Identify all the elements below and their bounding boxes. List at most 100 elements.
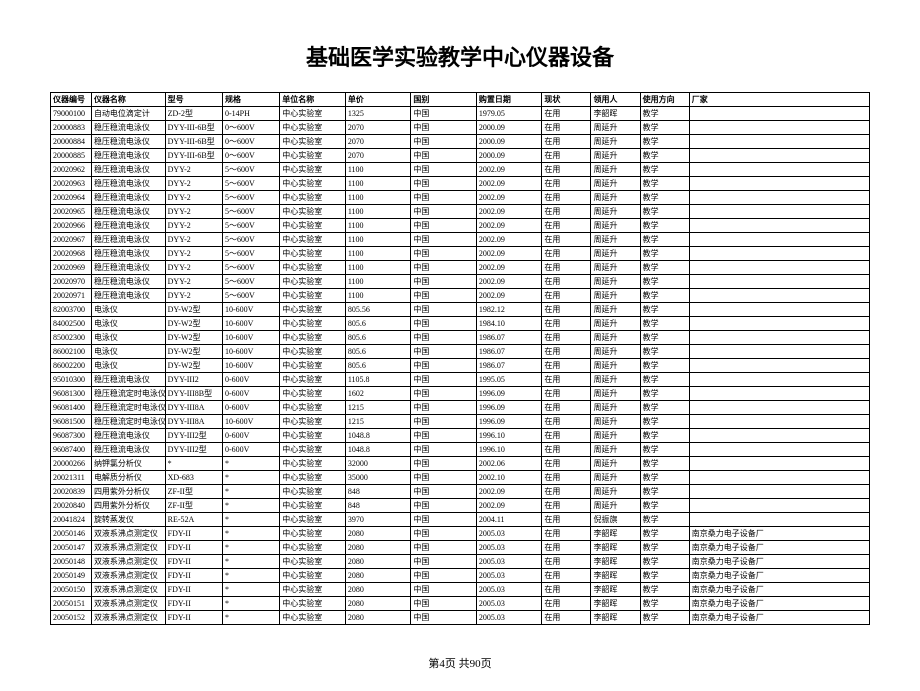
- table-cell: 0～600V: [222, 149, 279, 163]
- table-cell: 教学: [640, 177, 689, 191]
- table-row: 84002500电泳仪DY-W2型10-600V中心实验室805.6中国1984…: [51, 317, 870, 331]
- table-cell: [689, 261, 869, 275]
- table-cell: 2000.09: [476, 121, 542, 135]
- table-cell: 周延升: [591, 485, 640, 499]
- table-cell: 1982.12: [476, 303, 542, 317]
- table-cell: 1984.10: [476, 317, 542, 331]
- table-cell: 805.6: [345, 359, 411, 373]
- table-cell: 1996.10: [476, 443, 542, 457]
- table-cell: 周延升: [591, 373, 640, 387]
- table-cell: 中国: [411, 429, 477, 443]
- table-cell: DYY-III-6B型: [165, 149, 222, 163]
- table-cell: 中国: [411, 107, 477, 121]
- table-row: 96081500稳压稳流定时电泳仪DYY-III8A10-600V中心实验室12…: [51, 415, 870, 429]
- equipment-table: 仪器编号仪器名称型号规格单位名称单价国别购置日期现状领用人使用方向厂家 7900…: [50, 92, 870, 625]
- table-cell: 在用: [542, 233, 591, 247]
- table-cell: FDY-II: [165, 527, 222, 541]
- table-cell: 中心实验室: [280, 177, 346, 191]
- table-row: 96087300稳压稳流电泳仪DYY-III2型0-600V中心实验室1048.…: [51, 429, 870, 443]
- table-cell: 20000884: [51, 135, 92, 149]
- table-cell: 2080: [345, 569, 411, 583]
- table-cell: 在用: [542, 163, 591, 177]
- table-cell: 5～600V: [222, 163, 279, 177]
- table-cell: 南京桑力电子设备厂: [689, 569, 869, 583]
- table-cell: 周延升: [591, 191, 640, 205]
- table-cell: 中心实验室: [280, 513, 346, 527]
- table-cell: 稳压稳流电泳仪: [91, 121, 165, 135]
- table-cell: 电泳仪: [91, 317, 165, 331]
- table-cell: 在用: [542, 597, 591, 611]
- table-cell: 1100: [345, 205, 411, 219]
- table-cell: 85002300: [51, 331, 92, 345]
- table-cell: ZD-2型: [165, 107, 222, 121]
- table-row: 96081300稳压稳流定时电泳仪DYY-III8B型0-600V中心实验室16…: [51, 387, 870, 401]
- table-cell: 教学: [640, 583, 689, 597]
- table-cell: FDY-II: [165, 597, 222, 611]
- table-row: 96081400稳压稳流定时电泳仪DYY-III8A0-600V中心实验室121…: [51, 401, 870, 415]
- table-cell: 1986.07: [476, 331, 542, 345]
- table-cell: DYY-2: [165, 177, 222, 191]
- table-cell: 周延升: [591, 401, 640, 415]
- table-cell: 自动电位滴定计: [91, 107, 165, 121]
- table-cell: DYY-III8A: [165, 401, 222, 415]
- table-cell: 2070: [345, 135, 411, 149]
- table-cell: [689, 233, 869, 247]
- table-cell: 教学: [640, 443, 689, 457]
- table-cell: 在用: [542, 569, 591, 583]
- table-cell: 教学: [640, 317, 689, 331]
- table-cell: DY-W2型: [165, 331, 222, 345]
- table-cell: 20050149: [51, 569, 92, 583]
- table-cell: 20000883: [51, 121, 92, 135]
- table-cell: 20000885: [51, 149, 92, 163]
- table-cell: 2002.09: [476, 499, 542, 513]
- table-cell: 双液系沸点测定仪: [91, 583, 165, 597]
- table-row: 20020968稳压稳流电泳仪DYY-25～600V中心实验室1100中国200…: [51, 247, 870, 261]
- table-cell: 电泳仪: [91, 303, 165, 317]
- table-row: 96087400稳压稳流电泳仪DYY-III2型0-600V中心实验室1048.…: [51, 443, 870, 457]
- table-cell: 在用: [542, 499, 591, 513]
- table-cell: 倪振旗: [591, 513, 640, 527]
- table-cell: 周延升: [591, 135, 640, 149]
- table-cell: 20020968: [51, 247, 92, 261]
- table-cell: 1986.07: [476, 345, 542, 359]
- table-cell: 96081500: [51, 415, 92, 429]
- table-cell: 20020971: [51, 289, 92, 303]
- table-cell: XD-683: [165, 471, 222, 485]
- table-cell: 双液系沸点测定仪: [91, 611, 165, 625]
- table-cell: 2000.09: [476, 135, 542, 149]
- table-cell: 教学: [640, 107, 689, 121]
- table-cell: DYY-III8B型: [165, 387, 222, 401]
- table-cell: 1100: [345, 163, 411, 177]
- table-cell: DYY-III-6B型: [165, 135, 222, 149]
- table-cell: 在用: [542, 205, 591, 219]
- table-cell: 在用: [542, 401, 591, 415]
- table-cell: [689, 177, 869, 191]
- table-row: 20021311电解质分析仪XD-683*中心实验室35000中国2002.10…: [51, 471, 870, 485]
- table-cell: 5～600V: [222, 261, 279, 275]
- table-cell: *: [165, 457, 222, 471]
- table-cell: 周延升: [591, 499, 640, 513]
- table-cell: 中心实验室: [280, 205, 346, 219]
- table-row: 85002300电泳仪DY-W2型10-600V中心实验室805.6中国1986…: [51, 331, 870, 345]
- table-cell: *: [222, 597, 279, 611]
- table-cell: 1996.10: [476, 429, 542, 443]
- table-cell: 在用: [542, 135, 591, 149]
- table-row: 20000266纳钾氯分析仪**中心实验室32000中国2002.06在用周延升…: [51, 457, 870, 471]
- table-row: 20020967稳压稳流电泳仪DYY-25～600V中心实验室1100中国200…: [51, 233, 870, 247]
- table-cell: 0～600V: [222, 121, 279, 135]
- table-cell: 周延升: [591, 331, 640, 345]
- table-cell: 中心实验室: [280, 387, 346, 401]
- table-cell: 教学: [640, 471, 689, 485]
- table-cell: [689, 247, 869, 261]
- table-cell: 在用: [542, 331, 591, 345]
- table-cell: 中心实验室: [280, 583, 346, 597]
- table-cell: 中心实验室: [280, 149, 346, 163]
- table-cell: 中心实验室: [280, 261, 346, 275]
- table-cell: 2070: [345, 149, 411, 163]
- table-cell: 中国: [411, 331, 477, 345]
- table-cell: 中国: [411, 485, 477, 499]
- table-cell: 教学: [640, 205, 689, 219]
- table-cell: 0-14PH: [222, 107, 279, 121]
- table-cell: 稳压稳流电泳仪: [91, 191, 165, 205]
- table-cell: 中心实验室: [280, 289, 346, 303]
